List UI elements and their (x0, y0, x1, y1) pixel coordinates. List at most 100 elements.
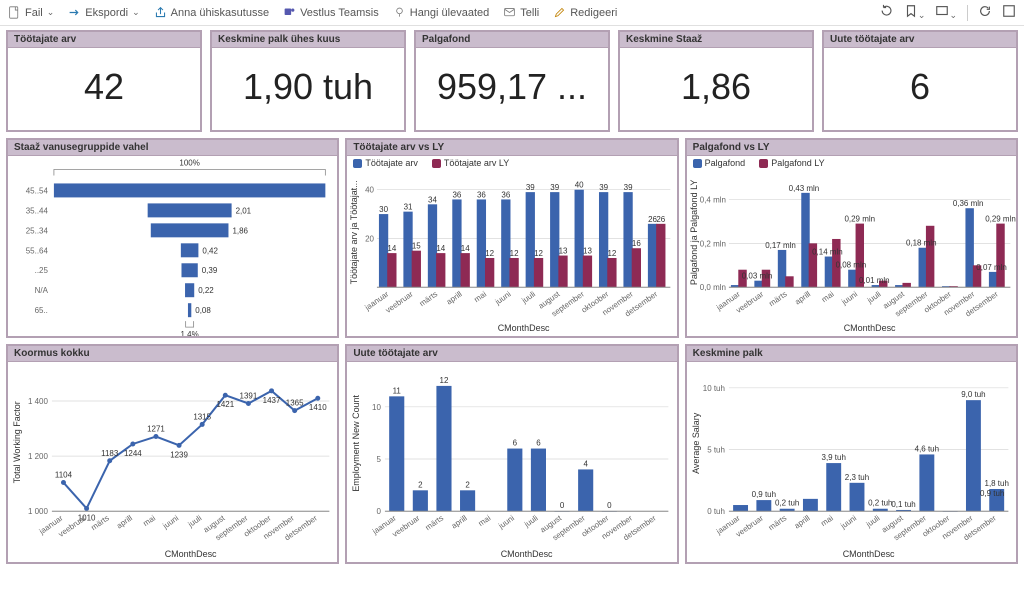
svg-text:0,4 mln: 0,4 mln (699, 196, 725, 205)
chart-svg: 100%45..5435..442,0125..341,8655..640,42… (8, 156, 337, 338)
kpi-card-tenure[interactable]: Keskmine Staaž 1,86 (618, 30, 814, 132)
svg-text:36: 36 (502, 191, 511, 200)
teams-button[interactable]: Vestlus Teamsis (283, 6, 379, 19)
svg-text:1,8 tuh: 1,8 tuh (984, 479, 1008, 488)
kpi-row: Töötajate arv 42 Keskmine palk ühes kuus… (6, 30, 1018, 132)
share-label: Anna ühiskasutusse (171, 7, 269, 19)
kpi-value: 1,90 tuh (212, 48, 404, 130)
svg-text:CMonthDesc: CMonthDesc (501, 549, 553, 559)
svg-text:0,07 mln: 0,07 mln (976, 263, 1007, 272)
svg-text:juuni: juuni (493, 290, 513, 308)
file-menu[interactable]: Fail ⌄ (8, 6, 54, 19)
chart-new-employees[interactable]: Uute töötajate arv 051011212266040jaanua… (345, 344, 678, 564)
chart-working-factor[interactable]: Koormus kokku 1 0001 2001 40011041010118… (6, 344, 339, 564)
svg-text:0: 0 (560, 501, 565, 510)
chart-svg: 1 0001 2001 4001104101011831244127112391… (8, 362, 337, 564)
svg-text:CMonthDesc: CMonthDesc (498, 323, 550, 333)
svg-text:35..44: 35..44 (26, 206, 49, 215)
svg-text:0 tuh: 0 tuh (707, 507, 725, 516)
svg-text:0,39: 0,39 (202, 266, 218, 275)
svg-text:0: 0 (377, 507, 382, 516)
svg-text:aprill: aprill (792, 513, 811, 530)
view-icon[interactable]: ⌄ (935, 4, 957, 21)
edit-button[interactable]: Redigeeri (553, 6, 617, 19)
svg-text:juuni: juuni (160, 513, 180, 531)
svg-text:0,9 tuh: 0,9 tuh (980, 489, 1004, 498)
refresh-icon[interactable] (978, 4, 992, 21)
edit-label: Redigeeri (570, 7, 617, 19)
kpi-title: Uute töötajate arv (824, 32, 1016, 48)
bookmark-icon[interactable]: ⌄ (904, 4, 926, 21)
chart-svg: 051011212266040jaanuarveebruarmärtsapril… (347, 362, 676, 564)
kpi-card-headcount[interactable]: Töötajate arv 42 (6, 30, 202, 132)
svg-text:14: 14 (388, 244, 397, 253)
svg-text:juuni: juuni (838, 513, 858, 531)
svg-text:31: 31 (404, 203, 413, 212)
svg-text:0,2 tuh: 0,2 tuh (775, 499, 799, 508)
svg-text:36: 36 (477, 191, 486, 200)
svg-text:1365: 1365 (286, 399, 304, 408)
svg-text:CMonthDesc: CMonthDesc (843, 323, 895, 333)
svg-text:0,29 mln: 0,29 mln (844, 215, 875, 224)
chart-grid: Staaž vanusegruppide vahel 100%45..5435.… (6, 138, 1018, 564)
chart-avg-salary[interactable]: Keskmine palk 0 tuh5 tuh10 tuh0,9 tuh0,2… (685, 344, 1018, 564)
svg-text:aprill: aprill (793, 290, 812, 307)
kpi-card-payroll[interactable]: Palgafond 959,17 ... (414, 30, 610, 132)
svg-text:5: 5 (377, 455, 382, 464)
svg-text:1 000: 1 000 (28, 507, 49, 516)
share-button[interactable]: Anna ühiskasutusse (154, 6, 269, 19)
chart-tenure-by-age[interactable]: Staaž vanusegruppide vahel 100%45..5435.… (6, 138, 339, 338)
svg-text:55..64: 55..64 (26, 246, 49, 255)
svg-text:34: 34 (428, 195, 437, 204)
svg-text:2: 2 (418, 480, 423, 489)
panel-title: Staaž vanusegruppide vahel (8, 140, 337, 156)
reset-icon[interactable] (880, 4, 894, 21)
svg-text:aprill: aprill (115, 513, 134, 530)
svg-text:0,43 mln: 0,43 mln (788, 184, 819, 193)
svg-text:39: 39 (624, 183, 633, 192)
svg-text:10: 10 (372, 403, 381, 412)
svg-text:2,01: 2,01 (236, 206, 252, 215)
kpi-title: Palgafond (416, 32, 608, 48)
svg-text:14: 14 (437, 244, 446, 253)
svg-text:1410: 1410 (309, 403, 327, 412)
svg-text:juuni: juuni (839, 290, 859, 308)
svg-text:märts: märts (424, 513, 445, 532)
svg-text:CMonthDesc: CMonthDesc (842, 549, 894, 559)
svg-text:45..54: 45..54 (26, 186, 49, 195)
svg-text:0,29 mln: 0,29 mln (985, 215, 1016, 224)
insights-button[interactable]: Hangi ülevaated (393, 6, 490, 19)
svg-text:6: 6 (537, 439, 542, 448)
svg-text:0,2 mln: 0,2 mln (699, 239, 725, 248)
chevron-down-icon: ⌄ (47, 7, 55, 18)
kpi-card-avg-salary-month[interactable]: Keskmine palk ühes kuus 1,90 tuh (210, 30, 406, 132)
svg-text:1421: 1421 (216, 400, 234, 409)
svg-text:25..34: 25..34 (26, 226, 49, 235)
svg-text:juuli: juuli (520, 290, 538, 306)
chart-svg: 2040301431153414361436123612391239134013… (347, 170, 676, 337)
fullscreen-icon[interactable] (1002, 4, 1016, 21)
chart-headcount-vs-ly[interactable]: Töötajate arv vs LY Töötajate arv Töötaj… (345, 138, 678, 338)
chart-payroll-vs-ly[interactable]: Palgafond vs LY Palgafond Palgafond LY 0… (685, 138, 1018, 338)
panel-title: Palgafond vs LY (687, 140, 1016, 156)
svg-text:mai: mai (820, 290, 836, 305)
export-button[interactable]: Ekspordi ⌄ (68, 6, 139, 19)
svg-text:aprill: aprill (450, 513, 469, 530)
svg-text:N/A: N/A (35, 286, 49, 295)
svg-text:Employment New Count: Employment New Count (351, 394, 361, 491)
svg-text:1315: 1315 (193, 412, 211, 421)
kpi-card-new-employees[interactable]: Uute töötajate arv 6 (822, 30, 1018, 132)
svg-text:13: 13 (583, 247, 592, 256)
svg-text:märts: märts (418, 290, 439, 309)
toolbar: Fail ⌄ Ekspordi ⌄ Anna ühiskasutusse Ves… (0, 0, 1024, 26)
svg-text:..25: ..25 (35, 266, 49, 275)
svg-text:1104: 1104 (55, 471, 73, 480)
svg-text:12: 12 (608, 249, 617, 258)
svg-text:3,9 tuh: 3,9 tuh (821, 453, 845, 462)
kpi-value: 1,86 (620, 48, 812, 130)
svg-text:1391: 1391 (240, 392, 258, 401)
subscribe-button[interactable]: Telli (503, 6, 539, 19)
svg-text:Total Working Factor: Total Working Factor (12, 401, 22, 483)
svg-text:12: 12 (534, 249, 543, 258)
svg-text:4: 4 (584, 459, 589, 468)
